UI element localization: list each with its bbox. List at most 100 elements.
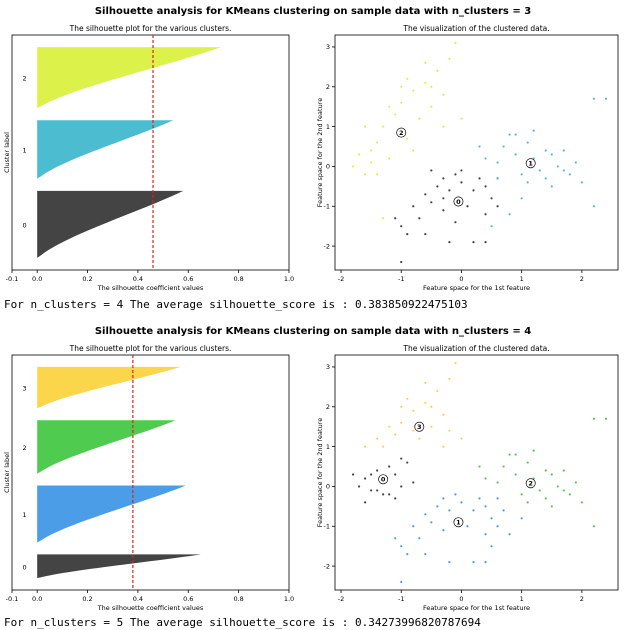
data-point xyxy=(357,485,361,488)
data-point xyxy=(514,153,517,156)
cluster-center-label: 1 xyxy=(456,519,461,527)
x-tick-label: 0 xyxy=(459,595,463,603)
x-tick-label: -1 xyxy=(398,275,404,283)
data-point xyxy=(520,197,523,200)
data-point xyxy=(394,537,397,540)
data-point xyxy=(424,553,427,556)
data-point xyxy=(412,429,415,432)
data-point xyxy=(526,461,529,464)
data-point xyxy=(406,461,409,464)
data-point xyxy=(508,213,511,216)
silhouette-band-cluster-2 xyxy=(37,420,176,474)
data-point xyxy=(394,433,397,436)
y-tick-label: -2 xyxy=(324,242,330,250)
data-point xyxy=(490,517,493,520)
data-point xyxy=(388,157,391,160)
data-point xyxy=(364,501,367,504)
x-tick-label: 2 xyxy=(580,595,584,603)
data-point xyxy=(496,205,499,208)
x-tick-label: 1 xyxy=(520,275,524,283)
data-point xyxy=(472,241,475,244)
data-point xyxy=(550,153,553,156)
data-point xyxy=(370,161,373,164)
data-point xyxy=(496,177,499,180)
cluster-center-marker xyxy=(525,158,536,169)
data-point xyxy=(472,561,475,564)
data-point xyxy=(430,169,433,172)
data-point xyxy=(412,89,415,92)
data-point xyxy=(556,165,559,168)
y-tick-label: -1 xyxy=(324,523,330,531)
data-point xyxy=(418,437,421,440)
data-point xyxy=(442,497,445,500)
data-point xyxy=(436,505,439,508)
data-point xyxy=(484,533,487,536)
data-point xyxy=(442,125,445,128)
data-point xyxy=(364,445,367,448)
y-axis-label: Feature space for the 2nd feature xyxy=(316,98,324,207)
data-point xyxy=(364,125,367,128)
data-point xyxy=(508,453,511,456)
data-point xyxy=(430,425,433,428)
data-point xyxy=(454,493,457,496)
data-point xyxy=(376,469,379,472)
data-point xyxy=(412,205,415,208)
data-point xyxy=(400,225,403,228)
data-point xyxy=(418,537,421,540)
cluster-scatter-plot: The visualization of the clustered data.… xyxy=(316,344,619,612)
data-point xyxy=(388,465,391,468)
data-point xyxy=(460,437,463,440)
data-point xyxy=(520,517,523,520)
y-tick-label: 1 xyxy=(326,123,330,131)
data-point xyxy=(514,473,517,476)
data-point xyxy=(592,417,596,420)
data-point xyxy=(484,213,487,216)
cluster-label: 0 xyxy=(23,221,27,229)
data-point xyxy=(412,409,415,412)
data-point xyxy=(424,61,427,64)
data-point xyxy=(442,209,445,212)
data-point xyxy=(364,477,367,480)
data-point xyxy=(442,529,445,532)
x-tick-label: 0.4 xyxy=(133,275,143,283)
axes-title: The silhouette plot for the various clus… xyxy=(69,24,232,33)
data-point xyxy=(388,425,391,428)
x-tick-label: 1 xyxy=(520,595,524,603)
cluster-center-label: 0 xyxy=(381,476,386,484)
x-axis-label: Feature space for the 1st feature xyxy=(423,284,530,292)
data-point xyxy=(400,101,403,104)
data-point xyxy=(394,473,397,476)
data-point xyxy=(592,525,596,528)
x-tick-label: -2 xyxy=(338,595,344,603)
data-point xyxy=(400,85,403,88)
data-point xyxy=(460,501,463,504)
data-point xyxy=(526,181,529,184)
x-tick-label: -1 xyxy=(398,595,404,603)
y-tick-label: 1 xyxy=(326,443,330,451)
data-point xyxy=(394,497,397,500)
axes-frame xyxy=(334,34,619,271)
data-point xyxy=(526,141,529,144)
data-point xyxy=(538,169,541,172)
data-point xyxy=(430,105,433,108)
y-axis-label: Feature space for the 2nd feature xyxy=(316,418,324,527)
data-point xyxy=(424,513,427,516)
cluster-center-label: 0 xyxy=(456,198,461,206)
data-point xyxy=(562,489,565,492)
x-axis-label: The silhouette coefficient values xyxy=(97,284,204,292)
axes-title: The silhouette plot for the various clus… xyxy=(69,344,232,353)
data-point xyxy=(430,85,433,88)
data-point xyxy=(502,465,505,468)
cluster-label: 2 xyxy=(23,75,27,83)
x-tick-label: -2 xyxy=(338,275,344,283)
data-point xyxy=(424,193,427,196)
data-point xyxy=(466,205,469,208)
data-point xyxy=(376,437,379,440)
y-tick-label: -2 xyxy=(324,562,330,570)
console-output: For n_clusters = 5 The average silhouett… xyxy=(4,616,481,629)
data-point xyxy=(400,485,403,488)
data-point xyxy=(592,205,596,208)
data-point xyxy=(502,145,505,148)
data-point xyxy=(412,525,415,528)
data-point xyxy=(448,241,451,244)
